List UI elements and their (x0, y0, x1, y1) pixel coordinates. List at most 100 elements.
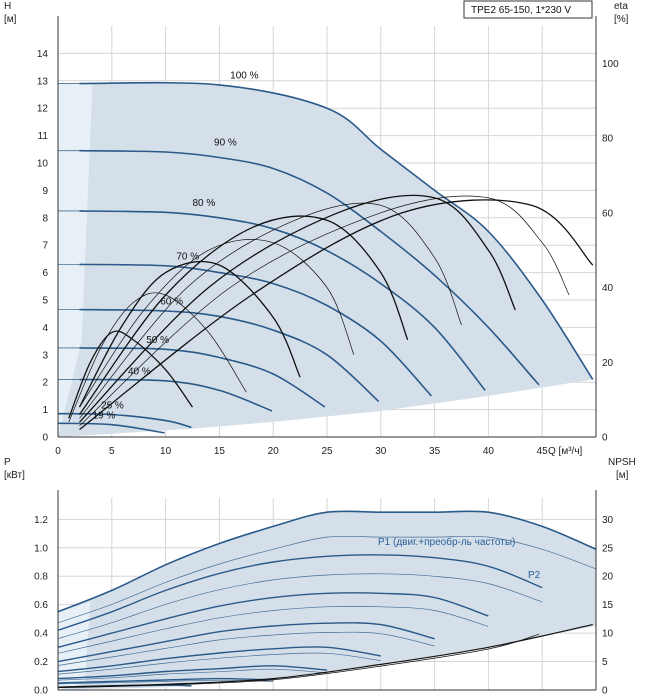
eta-curve (79, 239, 355, 408)
model-title: TPE2 65-150, 1*230 V (471, 5, 571, 16)
npsh-curve (57, 633, 540, 689)
npsh-tick-label: 20 (602, 572, 614, 583)
eta-curve (79, 202, 462, 419)
power-curve-p40 (57, 677, 274, 684)
head-axis-unit: [м] (4, 14, 17, 25)
power-curve-p80 (57, 592, 489, 648)
head-tick-label: 1 (42, 405, 48, 416)
eta-curve (68, 292, 247, 423)
power-chart: P [кВт] NPSH [м] 0.0 0.2 0.4 0.6 0.8 1.0 1.2 0 5… (4, 457, 636, 697)
head-tick-label: 12 (37, 104, 49, 115)
head-curve-90-pct (79, 149, 540, 386)
head-tick-label: 6 (42, 268, 48, 279)
head-curves (57, 81, 594, 434)
head-tick-label: 5 (42, 296, 48, 307)
operating-region-min-speed (58, 83, 93, 437)
npsh-axis-label: NPSH (608, 457, 636, 468)
power-p2-curve (57, 668, 328, 681)
npsh-tick-label: 0 (602, 686, 608, 697)
efficiency-curves (68, 194, 594, 431)
curve-label-50-pct: 50 % (146, 335, 169, 346)
model-title-box: TPE2 65-150, 1*230 V (463, 0, 593, 19)
eta-tick-label: 40 (602, 283, 614, 294)
power-curve-p100 (57, 510, 597, 613)
eta-tick-label: 60 (602, 208, 614, 219)
head-tick-label: 9 (42, 186, 48, 197)
head-curve-19-pct (57, 422, 165, 434)
power-p2-curve (57, 535, 597, 624)
head-tick-label: 11 (38, 131, 49, 142)
operating-region (58, 82, 593, 437)
power-curve-p60 (57, 646, 381, 673)
power-tick-label: 0.2 (34, 657, 48, 668)
power-curves (57, 510, 597, 688)
npsh-curves (57, 624, 593, 689)
npsh-tick-label: 30 (602, 515, 614, 526)
flow-tick-label: 10 (160, 446, 172, 457)
eta-curve (78, 260, 301, 408)
power-p2-curve (57, 652, 381, 675)
head-curve-60-pct (79, 308, 380, 402)
head-curve-50-pct (79, 347, 326, 408)
curve-label-60-pct: 60 % (160, 297, 183, 308)
eta-tick-label: 100 (602, 59, 619, 70)
npsh-tick-label: 10 (602, 629, 614, 640)
head-axis-label: H (4, 1, 11, 12)
head-tick-label: 4 (42, 323, 48, 334)
power-tick-label: 0.4 (34, 629, 48, 640)
eta-curve (68, 330, 194, 419)
curve-label-80-pct: 80 % (193, 198, 216, 209)
head-tick-label: 2 (42, 378, 48, 389)
power-curve-p50 (57, 665, 328, 680)
p1-label: P1 (двиг.+преобр-ль частоты) (378, 536, 515, 548)
power-tick-label: 0.8 (34, 572, 48, 583)
flow-tick-label: 45 (537, 446, 549, 457)
head-tick-label: 3 (42, 350, 48, 361)
power-p2-curve (57, 631, 435, 666)
curve-label-90-pct: 90 % (214, 138, 237, 149)
eta-tick-label: 20 (602, 358, 614, 369)
curve-label-25-pct: 25 % (101, 401, 124, 412)
head-tick-label: 7 (42, 241, 48, 252)
head-curve-40-pct (79, 378, 273, 412)
eta-tick-label: 0 (602, 433, 608, 444)
curve-label-40-pct: 40 % (128, 366, 151, 377)
flow-axis-label: Q [м³/ч] (548, 446, 583, 457)
flow-tick-label: 15 (214, 446, 226, 457)
eta-tick-label: 80 (602, 134, 614, 145)
curve-label-19-pct: 19 % (92, 410, 115, 421)
eta-curve (79, 194, 516, 423)
power-curve-p70 (57, 622, 435, 663)
power-p2-curve (57, 679, 274, 685)
head-tick-label: 10 (37, 159, 49, 170)
eta-axis-label: eta (614, 1, 628, 12)
head-tick-label: 13 (37, 76, 49, 87)
power-region (58, 511, 596, 690)
npsh-tick-label: 15 (602, 600, 614, 611)
curve-label-70-pct: 70 % (176, 251, 199, 262)
power-curve-p90 (57, 554, 543, 631)
head-curve-80-pct (79, 210, 486, 391)
eta-curve (79, 195, 570, 427)
head-tick-label: 14 (37, 49, 49, 60)
npsh-curve (57, 624, 593, 688)
power-axis-unit: [кВт] (4, 470, 25, 481)
power-axis-label: P (4, 457, 11, 468)
npsh-axis-unit: [м] (616, 470, 629, 481)
head-curve-25-pct (57, 412, 192, 429)
power-tick-label: 0.6 (34, 600, 48, 611)
flow-tick-label: 35 (429, 446, 441, 457)
head-chart: H [м] eta [%] 100 % 90 % 80 % 70 % 60 % 50 % 4… (4, 0, 629, 457)
eta-axis-unit: [%] (614, 14, 629, 25)
flow-tick-label: 30 (375, 446, 387, 457)
head-curve-100-pct (79, 81, 594, 380)
eta-curve (78, 215, 409, 415)
eta-curve (79, 199, 594, 431)
curve-label-100-pct: 100 % (230, 71, 258, 82)
head-tick-label: 0 (42, 433, 48, 444)
flow-tick-label: 20 (268, 446, 280, 457)
p2-label: P2 (528, 570, 541, 581)
head-tick-label: 8 (42, 213, 48, 224)
